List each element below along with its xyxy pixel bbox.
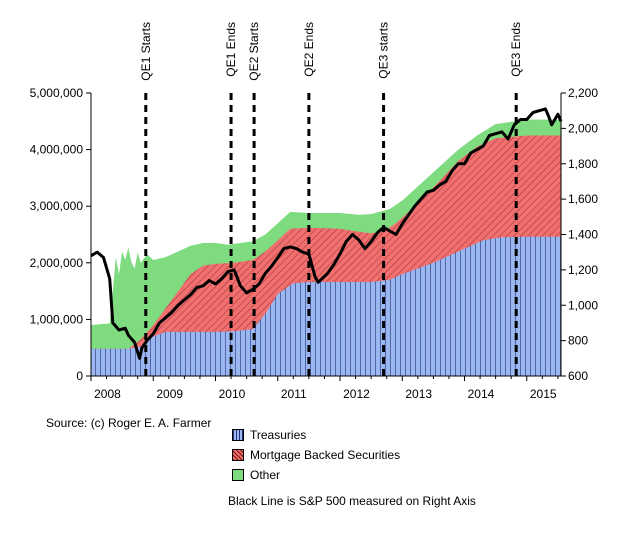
left-tick-label-2: 2,000,000	[30, 256, 84, 270]
event-label-0: QE1 Starts	[139, 22, 153, 81]
right-tick-label-2: 1,000	[568, 298, 598, 312]
event-label-5: QE3 Ends	[509, 22, 523, 77]
x-tick-label-0: 2008	[94, 387, 121, 401]
event-label-1: QE1 Ends	[224, 22, 238, 77]
left-tick-label-4: 4,000,000	[30, 143, 84, 157]
event-label-2: QE2 Starts	[247, 22, 261, 81]
right-tick-label-6: 1,800	[568, 157, 598, 171]
left-tick-label-3: 3,000,000	[30, 199, 84, 213]
area-layer	[91, 119, 561, 376]
sp500-layer	[90, 107, 563, 360]
legend-item-mbs: Mortgage Backed Securities	[232, 445, 400, 465]
legend-swatch-mbs	[232, 449, 244, 461]
right-tick-label-7: 2,000	[568, 121, 598, 135]
legend: Treasuries Mortgage Backed Securities Ot…	[232, 425, 400, 485]
event-label-3: QE2 Ends	[302, 22, 316, 77]
sp500-line	[90, 107, 563, 360]
legend-item-treasuries: Treasuries	[232, 425, 400, 445]
left-tick-label-5: 5,000,000	[30, 86, 84, 100]
x-tick-label-4: 2012	[343, 387, 370, 401]
right-tick-label-8: 2,200	[568, 86, 598, 100]
x-tick-label-2: 2010	[219, 387, 246, 401]
event-label-4: QE3 starts	[377, 22, 391, 79]
right-tick-label-5: 1,600	[568, 192, 598, 206]
x-tick-label-6: 2014	[468, 387, 495, 401]
legend-item-other: Other	[232, 465, 400, 485]
right-tick-label-4: 1,400	[568, 228, 598, 242]
right-tick-label-1: 800	[568, 334, 588, 348]
left-tick-label-1: 1,000,000	[30, 312, 84, 326]
axes-layer: 0 1,000,000 2,000,000 3,000,000 4,000,000 5,0…	[30, 86, 599, 401]
legend-swatch-treasuries	[232, 429, 244, 441]
right-tick-label-3: 1,200	[568, 263, 598, 277]
qe-events-layer: QE1 Starts QE1 Ends QE2 Starts QE2 Ends QE3 …	[139, 22, 523, 376]
axis-note: Black Line is S&P 500 measured on Right …	[228, 494, 476, 508]
legend-label-other: Other	[250, 468, 281, 482]
legend-label-mbs: Mortgage Backed Securities	[250, 448, 401, 462]
x-tick-label-7: 2015	[530, 387, 557, 401]
legend-label-treasuries: Treasuries	[250, 428, 307, 442]
left-tick-label-0: 0	[76, 369, 83, 383]
area-treasuries	[91, 236, 561, 376]
source-note: Source: (c) Roger E. A. Farmer	[46, 416, 212, 430]
right-tick-label-0: 600	[568, 369, 588, 383]
legend-swatch-other	[232, 469, 244, 481]
x-tick-label-5: 2013	[405, 387, 432, 401]
x-tick-label-1: 2009	[156, 387, 183, 401]
x-tick-label-3: 2011	[281, 387, 307, 401]
